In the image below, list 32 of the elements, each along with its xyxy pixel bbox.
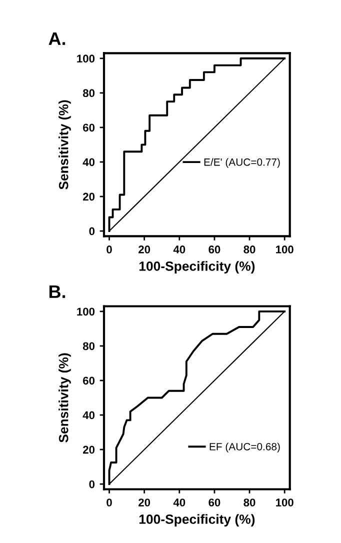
legend-label: E/E' (AUC=0.77) xyxy=(204,158,280,168)
x-tick-label: 40 xyxy=(173,498,186,506)
x-tick-label: 20 xyxy=(138,246,150,254)
y-tick-label: 20 xyxy=(83,192,95,201)
x-axis-title: 100-Specificity (%) xyxy=(139,514,255,526)
x-tick-label: 100 xyxy=(276,246,294,254)
chart-title: B. xyxy=(49,285,66,298)
x-axis-title: 100-Specificity (%) xyxy=(139,261,255,274)
x-tick-label: 20 xyxy=(138,498,150,506)
y-tick-label: 20 xyxy=(83,446,95,454)
chart-title: A. xyxy=(48,32,66,45)
y-tick-label: 60 xyxy=(83,124,95,132)
x-tick-label: 0 xyxy=(106,246,112,254)
x-tick-label: 80 xyxy=(244,246,256,254)
x-tick-label: 60 xyxy=(208,246,220,254)
y-tick-label: 100 xyxy=(77,54,95,63)
y-tick-label: 0 xyxy=(89,227,95,236)
x-tick-label: 0 xyxy=(106,498,112,506)
y-tick-label: 60 xyxy=(83,376,95,385)
y-axis-title: Sensitivity (%) xyxy=(58,100,71,190)
x-tick-label: 40 xyxy=(173,246,186,254)
y-tick-label: 40 xyxy=(82,158,95,166)
y-tick-label: 0 xyxy=(89,480,95,488)
legend-label: EF (AUC=0.68) xyxy=(210,442,280,452)
y-axis-title: Sensitivity (%) xyxy=(58,353,71,442)
y-tick-label: 80 xyxy=(82,342,95,350)
x-tick-label: 100 xyxy=(276,498,294,506)
y-tick-label: 40 xyxy=(82,411,95,420)
y-tick-label: 100 xyxy=(77,308,95,316)
x-tick-label: 80 xyxy=(244,498,256,506)
x-tick-label: 60 xyxy=(208,498,220,506)
y-tick-label: 80 xyxy=(82,89,95,98)
